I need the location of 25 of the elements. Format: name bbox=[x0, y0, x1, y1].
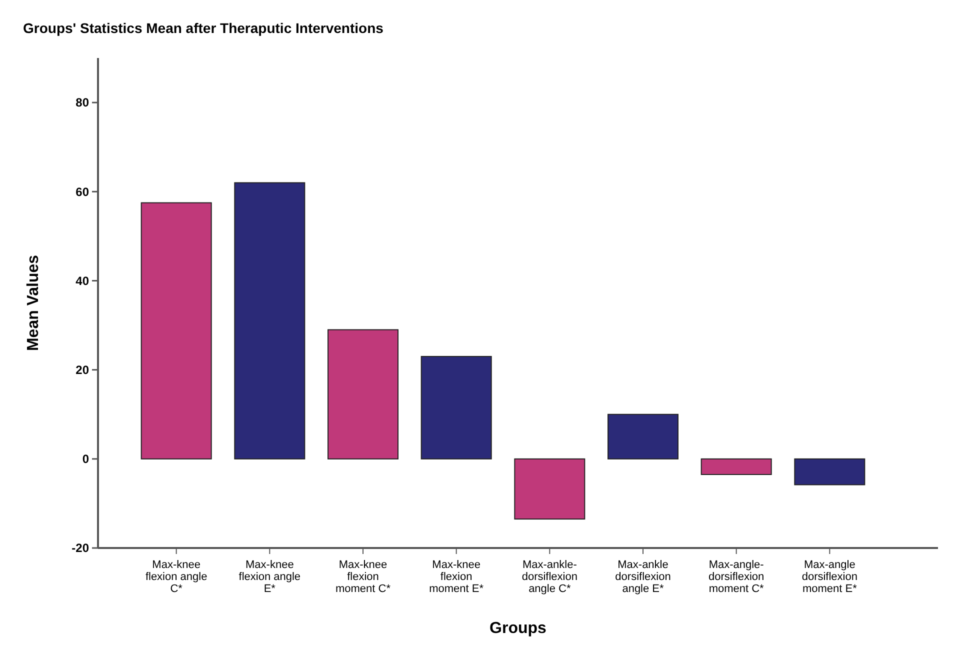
x-axis-title: Groups bbox=[490, 620, 547, 637]
x-tick-label: Max-angle-dorsiflexion moment C* bbox=[708, 559, 765, 595]
bar bbox=[794, 458, 866, 486]
x-tick-label: Max-knee flexion moment E* bbox=[429, 559, 484, 595]
y-tick-label: 0 bbox=[82, 452, 90, 466]
bar bbox=[140, 202, 212, 460]
bar bbox=[328, 329, 398, 460]
bar bbox=[514, 458, 586, 520]
y-tick-label: 40 bbox=[76, 274, 90, 288]
y-tick-label: -20 bbox=[72, 541, 90, 556]
y-tick-label: 20 bbox=[76, 363, 90, 378]
bar bbox=[420, 356, 492, 460]
x-tick-label: Max-knee flexion angle C* bbox=[145, 559, 208, 595]
y-tick-label: 60 bbox=[76, 184, 90, 199]
x-tick-label: Max-ankle-dorsiflexion angle C* bbox=[522, 559, 578, 595]
x-tick-label: Max-knee flexion angle E* bbox=[238, 559, 301, 595]
y-axis-title: Mean Values bbox=[25, 254, 42, 352]
bar bbox=[700, 458, 772, 475]
x-tick-label: Max-knee flexion moment C* bbox=[335, 559, 392, 595]
y-tick-label: 80 bbox=[76, 96, 90, 110]
bar bbox=[608, 414, 678, 460]
bar bbox=[234, 182, 306, 460]
x-tick-label: Max-angle dorsiflexion moment E* bbox=[802, 559, 858, 595]
x-tick-label: Max-ankle dorsiflexion angle E* bbox=[615, 559, 671, 595]
chart-title: Groups' Statistics Mean after Theraputic Interventions bbox=[23, 20, 384, 36]
